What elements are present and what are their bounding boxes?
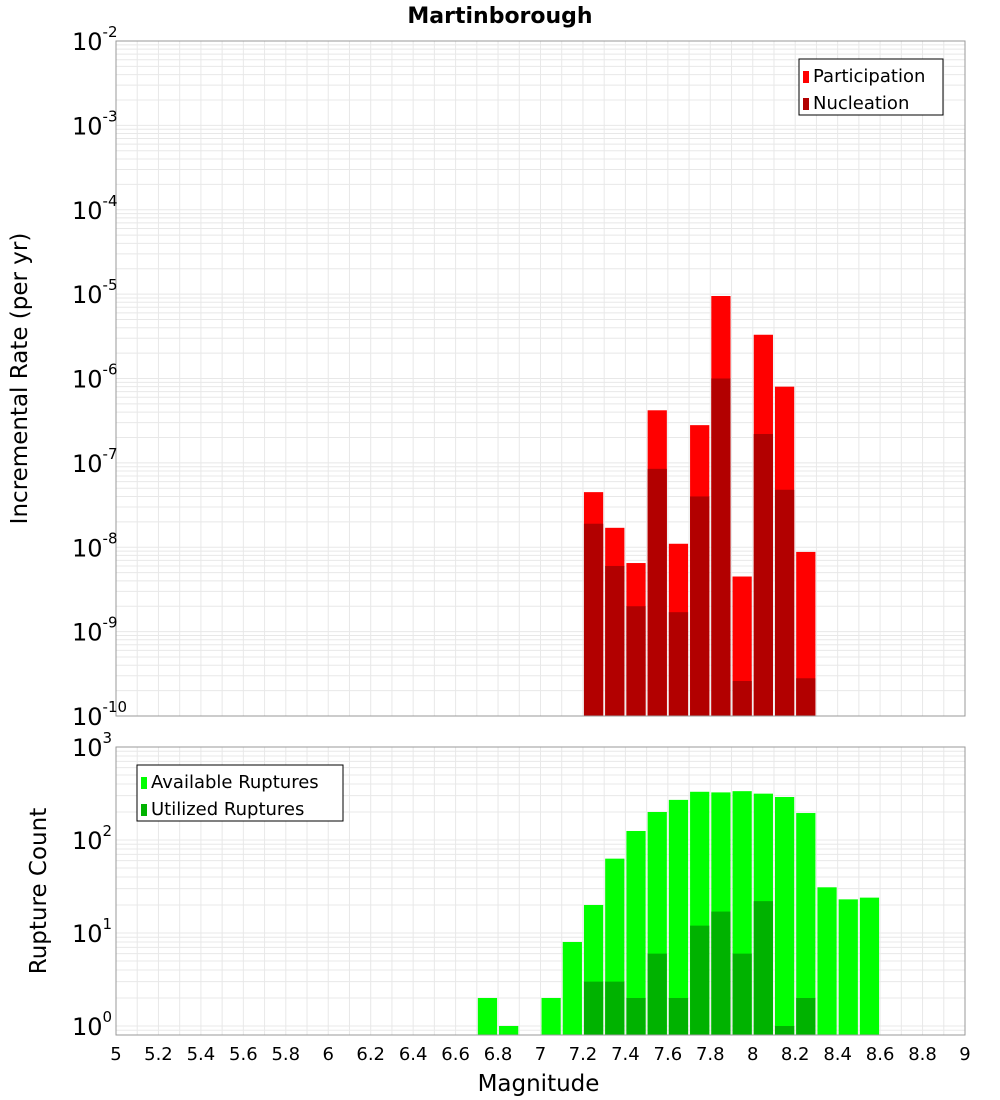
x-tick-label: 7.8 [696,1044,725,1065]
y-tick-label: 10-7 [72,445,118,478]
bar [732,953,752,1035]
bar [859,897,880,1035]
x-tick-label: 5.6 [229,1044,258,1065]
bar [774,1025,795,1035]
y-axis-label: Rupture Count [26,808,52,974]
bar [499,1025,519,1035]
bar [605,981,625,1035]
legend-box [798,58,944,116]
y-tick-label: 10-9 [72,614,118,647]
legend-swatch [141,804,147,816]
plot-frame [115,40,966,717]
legend-box [136,764,344,822]
bar [626,997,646,1035]
y-tick-label: 101 [72,915,112,948]
bar [668,612,689,716]
y-tick-label: 103 [72,729,112,762]
bar [774,489,795,716]
x-tick-label: 9 [959,1044,970,1065]
y-tick-label: 10-3 [72,107,118,140]
x-tick-label: 8.8 [908,1044,937,1065]
y-tick-label: 10-6 [72,361,118,394]
bar [583,981,604,1035]
panel-1: 10-10 10-9 10-8 10-7 10-6 10-5 10-4 10-3 10-2 Inc… [7,23,966,731]
bar [541,997,561,1035]
bar [838,899,858,1035]
bar [626,606,646,716]
bar [562,942,582,1035]
y-tick-label: 10-4 [72,192,118,225]
x-tick-label: 7.2 [569,1044,598,1065]
y-tick-label: 10-10 [72,698,127,731]
bar [796,997,816,1035]
bar [668,799,689,1035]
y-tick-label: 10-2 [72,23,118,56]
bar [711,378,731,716]
x-tick-label: 5 [110,1044,121,1065]
x-tick-label: 8.2 [781,1044,810,1065]
bar [774,796,795,1035]
x-tick-label: 6 [323,1044,334,1065]
bar [626,830,646,1035]
bar [732,680,752,716]
x-tick-label: 7.4 [611,1044,640,1065]
x-tick-label: 7.6 [654,1044,683,1065]
y-tick-label: 10-5 [72,276,118,309]
bar [753,901,773,1035]
bar [796,551,816,716]
x-tick-label: 8 [747,1044,758,1065]
bar [583,523,604,716]
y-tick-label: 10-8 [72,529,118,562]
x-tick-label: 6.4 [399,1044,428,1065]
x-tick-label: 5.8 [271,1044,300,1065]
bar [753,433,773,716]
legend-swatch [803,71,809,83]
y-axis-label: Incremental Rate (per yr) [7,233,33,525]
x-axis-label: Magnitude [478,1071,600,1097]
y-tick-label: 100 [72,1008,112,1041]
bar [668,997,689,1035]
series-nucleation [583,378,816,716]
legend-1: Participation Nucleation [798,58,944,116]
x-tick-label: 8.4 [823,1044,852,1065]
legend-swatch [803,98,809,110]
bar [690,925,710,1035]
grid-1 [115,40,966,717]
legend-entry: Utilized Ruptures [151,799,304,820]
bar [477,997,498,1035]
legend-entry: Nucleation [813,93,909,114]
panel-2: 100 101 102 103 Rupture Count 5 5.2 5.4 5.6 5.8 6 6… [26,729,971,1097]
series-utilized-ruptures [583,901,816,1035]
x-tick-label: 7 [535,1044,546,1065]
bar [817,887,837,1035]
bar [711,911,731,1035]
bar [690,496,710,716]
y-tick-label: 102 [72,822,112,855]
x-tick-label: 5.2 [144,1044,173,1065]
bar [605,565,625,716]
x-tick-label: 8.6 [866,1044,895,1065]
bar [647,953,667,1035]
x-tick-label: 6.8 [484,1044,513,1065]
legend-entry: Available Ruptures [151,772,319,793]
bar [796,813,816,1035]
x-tick-label: 6.2 [356,1044,385,1065]
bar [647,468,667,716]
plot-frame [115,746,966,1036]
x-tick-label: 5.4 [187,1044,216,1065]
legend-entry: Participation [813,66,925,87]
chart-title: Martinborough [407,4,592,29]
legend-swatch [141,777,147,789]
x-tick-label: 6.6 [441,1044,470,1065]
legend-2: Available Ruptures Utilized Ruptures [136,764,344,822]
bar [796,678,816,716]
